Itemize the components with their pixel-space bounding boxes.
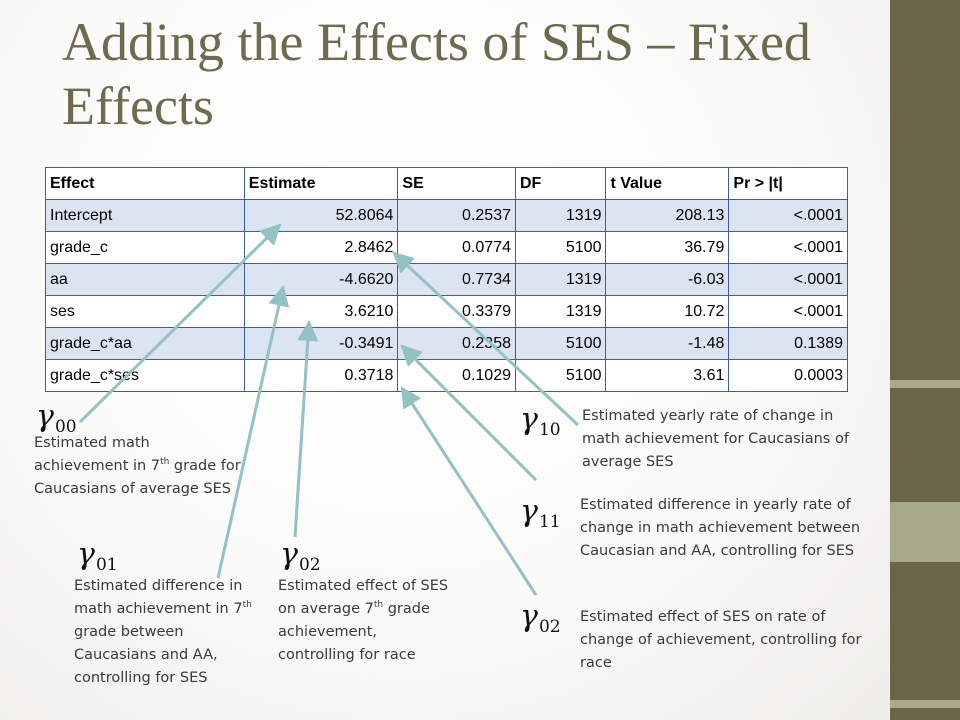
gamma-02-intercept-description: Estimated effect of SES on average 7th g…	[278, 578, 449, 663]
decorative-sidebar-stripe	[890, 502, 960, 562]
estimate-cell: 0.3718	[243, 359, 399, 392]
effect-cell: grade_c*ses	[45, 359, 245, 392]
table-row: aa -4.6620 0.7734 1319 -6.03 <.0001	[45, 263, 848, 296]
arrow-g10	[392, 251, 580, 427]
p-value-cell: <.0001	[728, 199, 848, 232]
se-cell: 0.2537	[397, 199, 516, 232]
arrow-g02-intercept	[293, 319, 319, 538]
fixed-effects-table: Effect Estimate SE DF t Value Pr > |t| I…	[45, 167, 848, 392]
gamma-00-symbol: γ00	[36, 399, 77, 438]
effect-cell: grade_c	[45, 231, 245, 264]
gamma-11-symbol: γ11	[520, 494, 561, 533]
effect-cell: ses	[45, 295, 245, 328]
table-row: grade_c*aa -0.3491 0.2358 5100 -1.48 0.1…	[45, 327, 848, 360]
df-cell: 1319	[514, 199, 607, 232]
gamma-10-symbol: γ10	[520, 402, 561, 441]
se-cell: 0.7734	[397, 263, 516, 296]
table-header-row: Effect Estimate SE DF t Value Pr > |t|	[45, 167, 848, 200]
t-value-cell: -6.03	[605, 263, 730, 296]
estimate-cell: -4.6620	[243, 263, 399, 296]
effect-cell: grade_c*aa	[45, 327, 245, 360]
table-row: grade_c*ses 0.3718 0.1029 5100 3.61 0.00…	[45, 359, 848, 392]
column-header-p-value: Pr > |t|	[728, 167, 848, 200]
gamma-01-symbol: γ01	[77, 537, 118, 576]
table-row: grade_c 2.8462 0.0774 5100 36.79 <.0001	[45, 231, 848, 264]
decorative-sidebar-stripe	[890, 380, 960, 388]
column-header-t-value: t Value	[605, 167, 730, 200]
p-value-cell: 0.1389	[728, 327, 848, 360]
gamma-01-description: Estimated difference in math achievement…	[74, 578, 252, 686]
estimate-cell: 2.8462	[243, 231, 399, 264]
gamma-02-intercept-symbol: γ02	[280, 537, 321, 576]
effect-cell: aa	[45, 263, 245, 296]
column-header-se: SE	[397, 167, 516, 200]
arrow-g11	[400, 344, 538, 482]
df-cell: 1319	[514, 295, 607, 328]
p-value-cell: <.0001	[728, 231, 848, 264]
p-value-cell: 0.0003	[728, 359, 848, 392]
gamma-00-description: Estimated math achievement in 7th grade …	[34, 435, 241, 497]
column-header-df: DF	[514, 167, 607, 200]
p-value-cell: <.0001	[728, 263, 848, 296]
df-cell: 5100	[514, 327, 607, 360]
gamma-02-slope-description: Estimated effect of SES on rate of chang…	[580, 609, 862, 671]
p-value-cell: <.0001	[728, 295, 848, 328]
effect-cell: Intercept	[45, 199, 245, 232]
arrow-g01	[216, 284, 290, 579]
slide-title: Adding the Effects of SES – Fixed Effect…	[62, 12, 811, 136]
t-value-cell: 3.61	[605, 359, 730, 392]
df-cell: 5100	[514, 359, 607, 392]
t-value-cell: 36.79	[605, 231, 730, 264]
gamma-02-slope-symbol: γ02	[520, 599, 561, 638]
gamma-11-description: Estimated difference in yearly rate of c…	[580, 497, 861, 559]
arrow-g00	[78, 223, 282, 424]
df-cell: 1319	[514, 263, 607, 296]
gamma-10-description: Estimated yearly rate of change in math …	[582, 408, 849, 470]
decorative-sidebar-stripe	[890, 700, 960, 708]
annotation-arrows	[78, 223, 580, 596]
t-value-cell: 10.72	[605, 295, 730, 328]
decorative-sidebar	[890, 0, 960, 720]
table-row: Intercept 52.8064 0.2537 1319 208.13 <.0…	[45, 199, 848, 232]
arrow-g02-slope	[400, 386, 538, 596]
